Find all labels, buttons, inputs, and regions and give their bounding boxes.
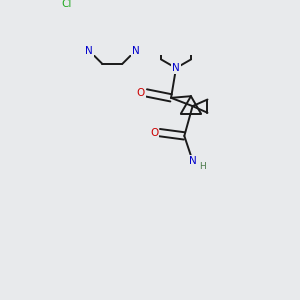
Text: N: N [172, 63, 180, 73]
Text: O: O [137, 88, 145, 98]
Text: N: N [189, 156, 196, 166]
Text: Cl: Cl [61, 0, 72, 9]
Text: O: O [150, 128, 158, 138]
Text: H: H [199, 162, 206, 171]
Text: N: N [85, 46, 93, 56]
Text: N: N [132, 46, 140, 56]
